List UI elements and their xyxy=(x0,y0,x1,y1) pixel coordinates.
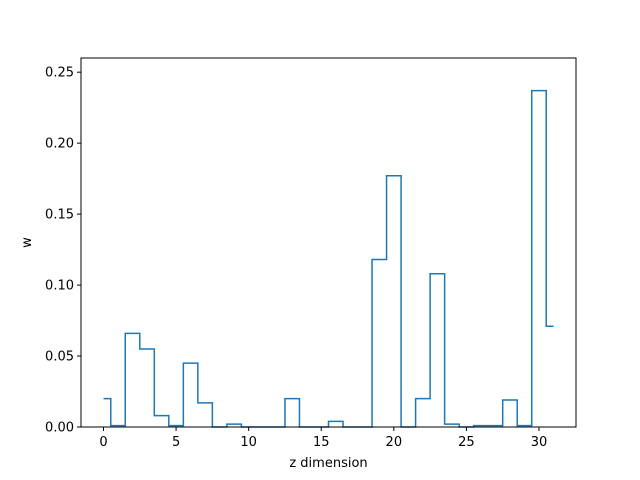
x-tick-label: 5 xyxy=(172,435,180,450)
y-tick-label: 0.10 xyxy=(45,279,74,294)
x-tick-label: 25 xyxy=(458,435,475,450)
y-axis: 0.00 0.05 0.10 0.15 0.20 0.25 xyxy=(45,66,81,436)
series-line-0 xyxy=(103,89,554,428)
plot-frame xyxy=(80,57,577,428)
y-tick-label: 0.20 xyxy=(45,137,74,152)
y-tick-label: 0.05 xyxy=(45,350,74,365)
x-tick-label: 10 xyxy=(240,435,257,450)
x-tick-label: 0 xyxy=(99,435,107,450)
x-tick-label: 20 xyxy=(386,435,403,450)
y-tick-label: 0.25 xyxy=(45,66,74,81)
x-tick-label: 30 xyxy=(531,435,548,450)
plot-area xyxy=(81,58,576,427)
y-axis-label: w xyxy=(20,237,35,248)
x-axis: 0 5 10 15 20 25 30 xyxy=(99,427,547,450)
y-tick-label: 0.00 xyxy=(45,421,74,436)
y-tick-label: 0.15 xyxy=(45,208,74,223)
series-layer xyxy=(103,89,554,428)
x-tick-label: 15 xyxy=(313,435,330,450)
x-axis-label: z dimension xyxy=(289,456,367,471)
